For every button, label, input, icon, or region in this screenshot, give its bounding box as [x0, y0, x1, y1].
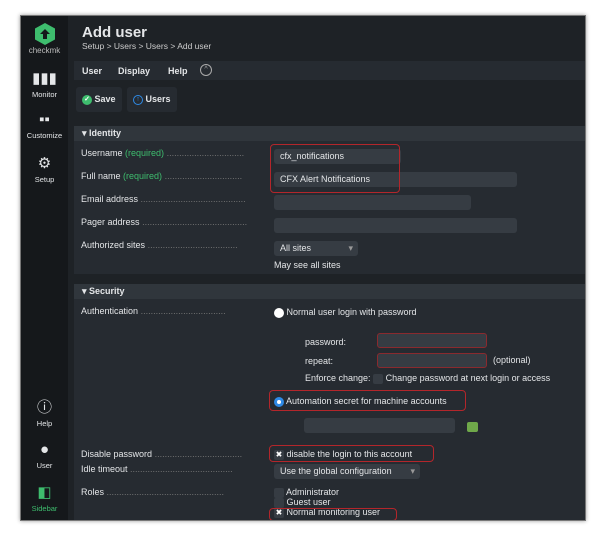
- user-icon: ●: [39, 441, 50, 458]
- breadcrumb: Setup > Users > Users > Add user: [82, 41, 212, 51]
- automation-highlight: [269, 390, 466, 411]
- fullname-label: Full name (required) ...................…: [81, 171, 243, 181]
- sidebar-item-monitor[interactable]: ▮▮▮ Monitor: [21, 70, 68, 100]
- radio-selected-icon: [274, 396, 284, 407]
- idle-select[interactable]: Use the global configuration ▾: [274, 464, 420, 479]
- sidebar-icon: ◧: [37, 484, 52, 501]
- radio-automation[interactable]: Automation secret for machine accounts: [274, 396, 447, 407]
- gear-icon: ⚙: [37, 155, 52, 172]
- sidebar-item-sidebar[interactable]: ◧ Sidebar: [21, 484, 68, 514]
- menu-display[interactable]: Display: [118, 66, 151, 76]
- password-input[interactable]: [377, 333, 487, 348]
- email-input[interactable]: [274, 195, 471, 210]
- security-panel: [74, 299, 585, 520]
- identity-section-header[interactable]: ▾ Identity: [74, 126, 585, 141]
- menu-user[interactable]: User: [82, 66, 103, 76]
- grid-icon: ▪▪: [39, 111, 50, 128]
- auth-label: Authentication .........................…: [81, 306, 226, 316]
- disable-label: Disable password .......................…: [81, 449, 243, 459]
- x-checked-icon: ✖: [274, 507, 284, 518]
- sidebar: checkmk ▮▮▮ Monitor ▪▪ Customize ⚙ Setup ⓘ H…: [21, 16, 68, 520]
- sidebar-item-label: User: [36, 461, 53, 470]
- save-button[interactable]: ✓ Save: [76, 87, 122, 112]
- role-guest[interactable]: Guest user: [274, 497, 331, 508]
- password-label: password:: [305, 337, 347, 347]
- security-section-header[interactable]: ▾ Security: [74, 284, 585, 299]
- checkbox-icon: [274, 497, 284, 508]
- sidebar-item-customize[interactable]: ▪▪ Customize: [21, 111, 68, 141]
- radio-password[interactable]: Normal user login with password: [274, 307, 417, 318]
- chevron-down-icon: ▾: [348, 243, 353, 253]
- sites-label: Authorized sites .......................…: [81, 240, 238, 250]
- enforce-checkbox[interactable]: [373, 373, 384, 384]
- sidebar-item-label: Sidebar: [31, 504, 58, 513]
- pager-input[interactable]: [274, 218, 517, 233]
- x-checked-icon: ✖: [274, 449, 284, 460]
- radio-icon: [274, 307, 284, 318]
- checkmk-logo-icon: [34, 23, 55, 45]
- dice-icon[interactable]: [467, 422, 478, 432]
- enforce-row: Enforce change: Change password at next …: [305, 373, 551, 384]
- menu-bar: User Display Help ^: [74, 61, 585, 80]
- role-normal-monitoring[interactable]: ✖ Normal monitoring user: [274, 507, 381, 518]
- section-title: Security: [89, 286, 125, 296]
- pager-label: Pager address ..........................…: [81, 217, 248, 227]
- logo-text: checkmk: [28, 46, 61, 55]
- role-administrator[interactable]: Administrator: [274, 487, 339, 498]
- optional-note: (optional): [493, 355, 531, 365]
- chevron-down-icon: ▾: [410, 466, 415, 476]
- checkbox-icon: [274, 487, 284, 498]
- identity-highlight: [270, 144, 400, 193]
- collapse-icon[interactable]: ^: [200, 64, 212, 76]
- repeat-input[interactable]: [377, 353, 487, 368]
- disable-highlight: [269, 445, 434, 462]
- section-title: Identity: [89, 128, 122, 138]
- sidebar-item-label: Help: [36, 419, 53, 428]
- roles-highlight: [269, 508, 397, 520]
- arrow-up-icon: ↑: [133, 94, 143, 105]
- username-label: Username (required) ....................…: [81, 148, 245, 158]
- info-icon: ⓘ: [36, 399, 52, 416]
- sidebar-item-help[interactable]: ⓘ Help: [21, 399, 68, 429]
- menu-help[interactable]: Help: [168, 66, 188, 76]
- username-input[interactable]: cfx_notifications: [274, 149, 401, 164]
- fullname-input[interactable]: CFX Alert Notifications: [274, 172, 517, 187]
- app-window: checkmk ▮▮▮ Monitor ▪▪ Customize ⚙ Setup ⓘ H…: [20, 15, 586, 521]
- check-icon: ✓: [82, 94, 92, 105]
- sidebar-item-label: Customize: [26, 131, 63, 140]
- sidebar-item-setup[interactable]: ⚙ Setup: [21, 155, 68, 185]
- idle-label: Idle timeout ...........................…: [81, 464, 233, 474]
- page-title: Add user: [82, 24, 148, 41]
- checkmk-logo[interactable]: checkmk: [21, 22, 68, 55]
- users-button[interactable]: ↑ Users: [127, 87, 177, 112]
- automation-secret-input[interactable]: [304, 418, 455, 433]
- email-label: Email address ..........................…: [81, 194, 246, 204]
- bar-chart-icon: ▮▮▮: [32, 70, 57, 87]
- disable-checkbox[interactable]: ✖ disable the login to this account: [274, 449, 413, 460]
- sidebar-item-label: Monitor: [31, 90, 57, 99]
- sites-select[interactable]: All sites ▾: [274, 241, 358, 256]
- save-label: Save: [94, 94, 116, 104]
- users-label: Users: [145, 94, 171, 104]
- sidebar-item-user[interactable]: ● User: [21, 441, 68, 471]
- roles-label: Roles ..................................…: [81, 487, 225, 497]
- sites-note: May see all sites: [274, 260, 341, 270]
- repeat-label: repeat:: [305, 356, 334, 366]
- sidebar-item-label: Setup: [34, 175, 55, 184]
